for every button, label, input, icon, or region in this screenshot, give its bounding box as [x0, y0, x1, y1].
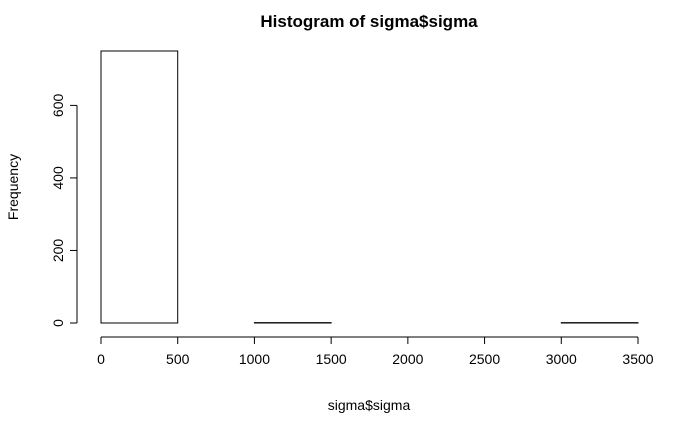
y-tick-label: 600 — [50, 94, 66, 118]
x-tick-label: 2000 — [392, 351, 423, 367]
y-axis-label: Frequency — [5, 154, 21, 220]
y-tick-label: 400 — [50, 166, 66, 190]
y-tick-label: 0 — [50, 319, 66, 327]
y-tick-label: 200 — [50, 239, 66, 263]
y-axis: 0 200 400 600 — [50, 94, 78, 327]
x-tick-label: 1500 — [316, 351, 347, 367]
x-tick-label: 2500 — [469, 351, 500, 367]
chart-title: Histogram of sigma$sigma — [260, 12, 478, 31]
x-tick-label: 1000 — [239, 351, 270, 367]
x-tick-label: 3500 — [622, 351, 653, 367]
x-tick-label: 500 — [166, 351, 190, 367]
bars-group — [100, 50, 639, 324]
histogram-bar — [100, 50, 179, 324]
x-axis-label: sigma$sigma — [328, 397, 411, 413]
x-tick-label: 0 — [97, 351, 105, 367]
x-tick-label: 3000 — [546, 351, 577, 367]
x-axis: 0 500 1000 1500 2000 2500 3000 3500 — [97, 336, 654, 367]
